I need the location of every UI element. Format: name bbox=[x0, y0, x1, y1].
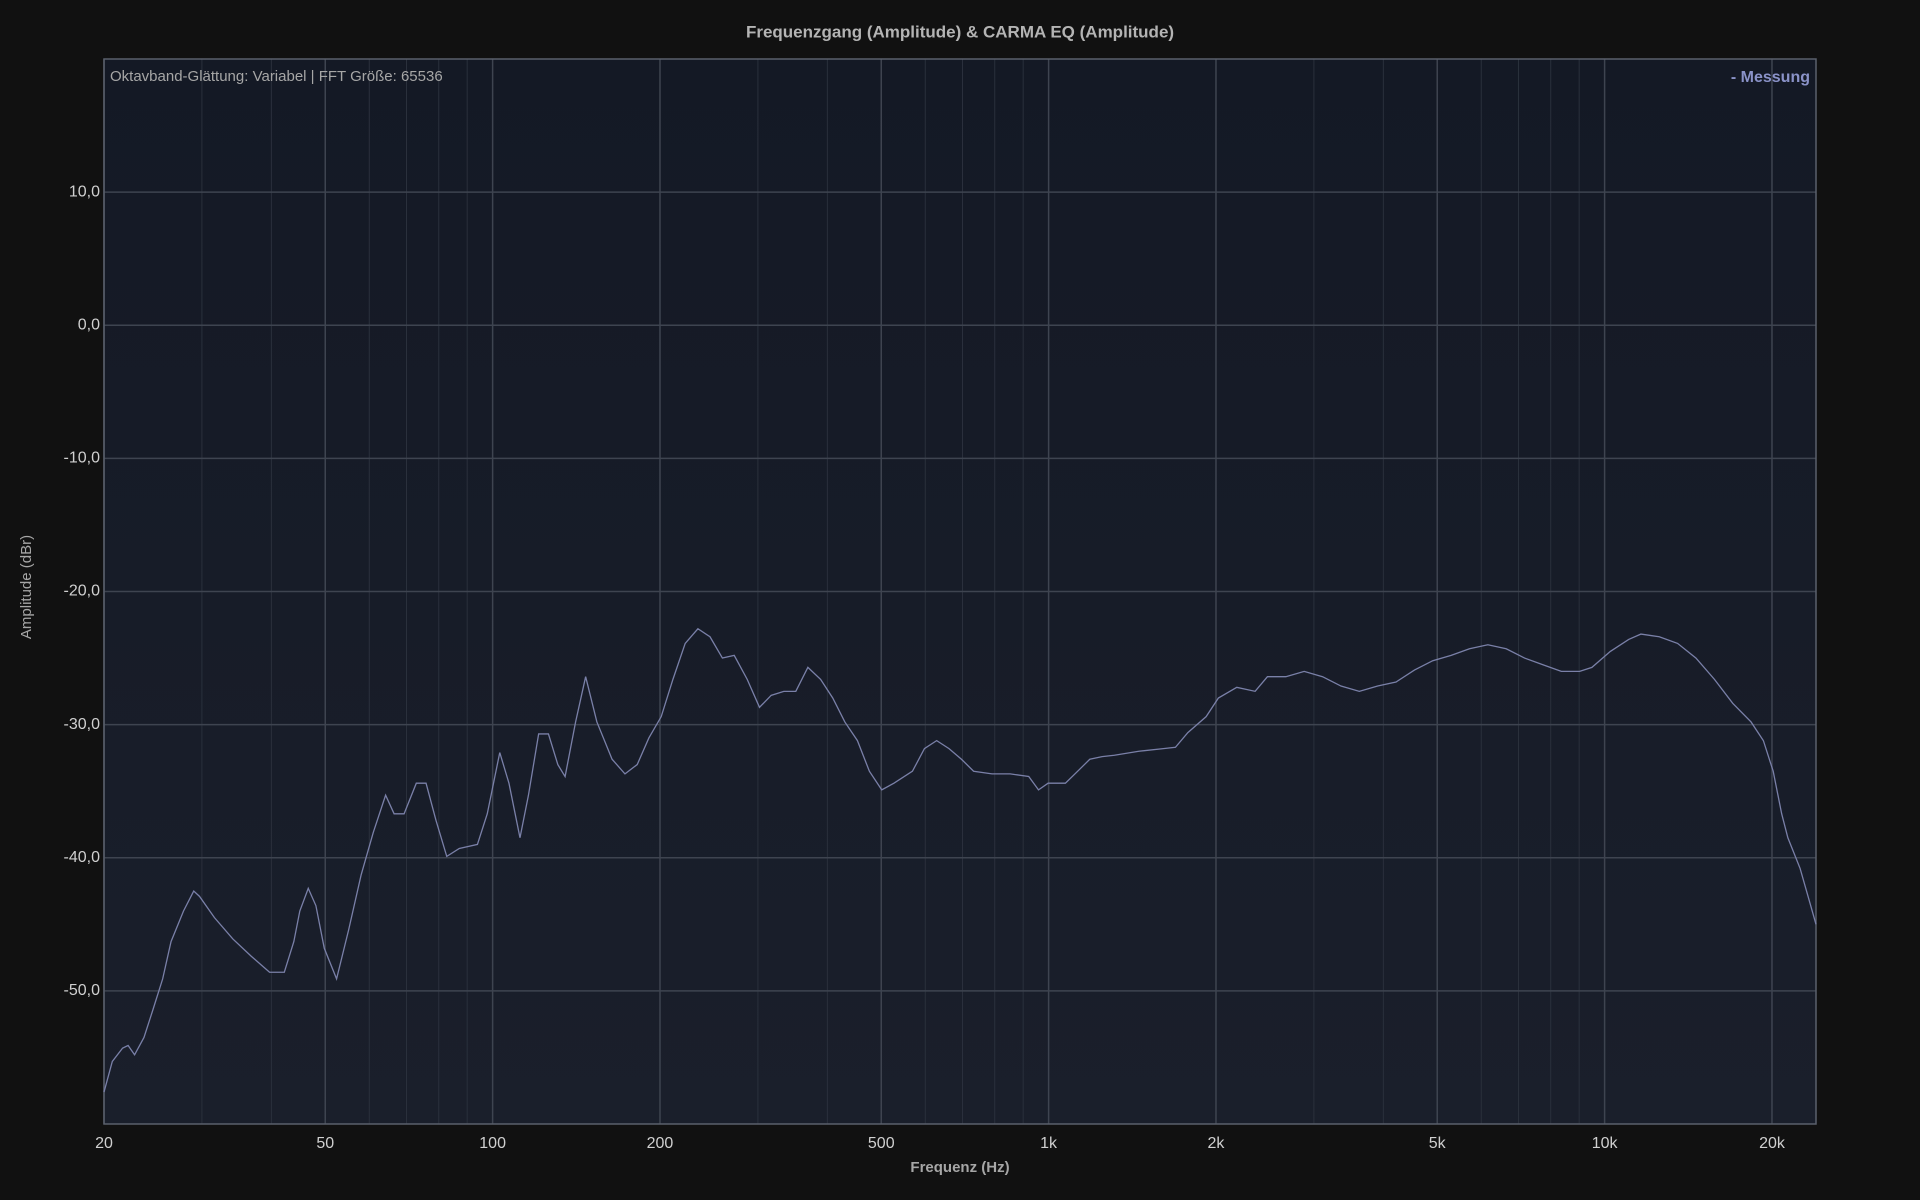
x-tick-label: 10k bbox=[1592, 1135, 1619, 1152]
x-tick-label: 100 bbox=[479, 1135, 506, 1152]
plot-border bbox=[103, 58, 1817, 1125]
y-tick-label: -20,0 bbox=[64, 583, 101, 600]
y-axis-label: Amplitude (dBr) bbox=[18, 535, 35, 639]
x-tick-label: 20 bbox=[95, 1135, 113, 1152]
y-tick-label: -40,0 bbox=[64, 849, 101, 866]
y-tick-label: 0,0 bbox=[78, 316, 100, 333]
y-tick-label: 10,0 bbox=[69, 183, 100, 200]
x-tick-label: 20k bbox=[1759, 1135, 1786, 1152]
x-tick-label: 50 bbox=[316, 1135, 334, 1152]
x-tick-label: 1k bbox=[1040, 1135, 1058, 1152]
chart-title: Frequenzgang (Amplitude) & CARMA EQ (Amp… bbox=[746, 22, 1174, 41]
data-line bbox=[103, 627, 1817, 1093]
y-tick-label: -50,0 bbox=[64, 982, 101, 999]
x-tick-label: 200 bbox=[647, 1135, 674, 1152]
x-tick-label: 5k bbox=[1429, 1135, 1447, 1152]
x-tick-label: 2k bbox=[1208, 1135, 1226, 1152]
annotation: Oktavband-Glättung: Variabel | FFT Größe… bbox=[110, 68, 443, 85]
y-tick-label: -10,0 bbox=[64, 450, 101, 467]
x-tick-label: 500 bbox=[868, 1135, 895, 1152]
legend-entry: - Messung bbox=[1731, 69, 1810, 86]
y-tick-label: -30,0 bbox=[64, 716, 101, 733]
x-axis-label: Frequenz (Hz) bbox=[910, 1159, 1009, 1176]
